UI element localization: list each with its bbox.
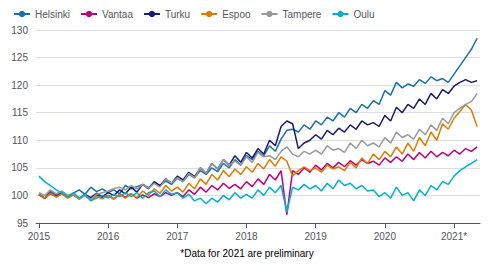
svg-text:2017: 2017 (166, 231, 189, 242)
svg-text:Espoo: Espoo (222, 9, 251, 20)
svg-text:Helsinki: Helsinki (35, 9, 70, 20)
svg-text:Vantaa: Vantaa (102, 9, 133, 20)
svg-text:110: 110 (12, 135, 28, 146)
svg-text:2015: 2015 (28, 231, 51, 242)
svg-text:2021*: 2021* (441, 231, 467, 242)
svg-text:2016: 2016 (97, 231, 120, 242)
svg-text:100: 100 (11, 190, 28, 201)
svg-text:Turku: Turku (165, 9, 190, 20)
svg-text:*Data for 2021 are preliminary: *Data for 2021 are preliminary (180, 248, 313, 259)
svg-text:2019: 2019 (305, 231, 328, 242)
svg-text:125: 125 (11, 52, 28, 63)
svg-text:120: 120 (11, 80, 28, 91)
svg-text:2018: 2018 (235, 231, 258, 242)
svg-text:115: 115 (12, 107, 28, 118)
svg-text:95: 95 (17, 218, 29, 229)
svg-text:105: 105 (11, 162, 28, 173)
svg-text:Oulu: Oulu (353, 9, 374, 20)
svg-text:Tampere: Tampere (283, 9, 322, 20)
svg-text:130: 130 (11, 25, 28, 36)
svg-text:2020: 2020 (374, 231, 397, 242)
